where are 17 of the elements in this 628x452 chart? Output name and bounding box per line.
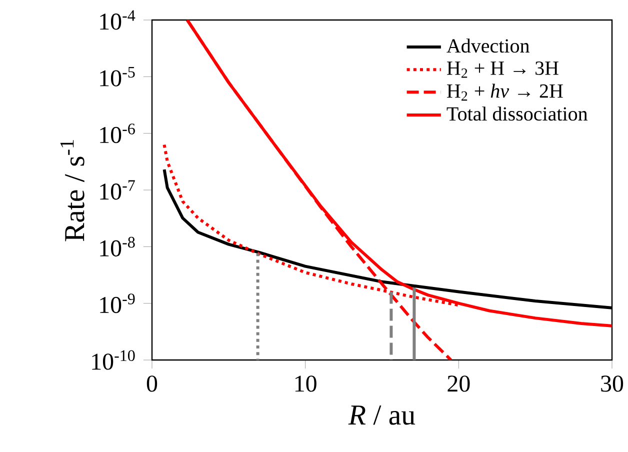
x-tick-label: 20: [448, 376, 470, 392]
y-tick-label: 10$^{-8}$: [100, 236, 135, 256]
x-axis-title: R / au: [348, 406, 416, 425]
y-axis-title: Rate / s$^{-1}$: [60, 140, 84, 242]
y-tick-label: 10$^{-5}$: [100, 66, 135, 86]
x-tick-label: 0: [146, 376, 158, 392]
legend-label: Total dissociation: [446, 106, 588, 121]
y-tick-label: 10$^{-9}$: [100, 294, 135, 314]
legend-label: Advection: [446, 38, 530, 53]
legend-label: H$_{2}$ + hν → 2H: [447, 84, 563, 101]
x-tick-label: 10: [295, 376, 316, 392]
y-tick-label: 10$^{-7}$: [100, 180, 135, 200]
y-tick-label: 10$^{-4}$: [100, 10, 136, 30]
x-tick-label: 30: [601, 376, 624, 392]
legend-label: H$_{2}$ + H → 3H: [447, 61, 558, 78]
y-tick-label: 10$^{-6}$: [100, 124, 135, 144]
y-tick-label: 10$^{-10}$: [92, 350, 135, 370]
